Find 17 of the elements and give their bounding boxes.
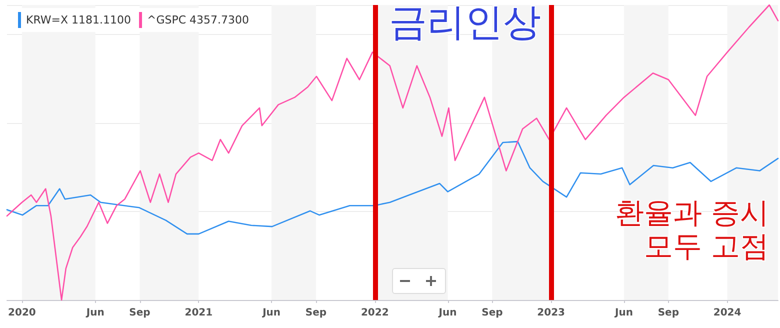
x-tick-label: 2024 [713,308,742,318]
x-tick-label: 2023 [537,308,566,318]
x-tick-label: Jun [614,308,633,318]
x-tick-label: Sep [129,308,150,318]
x-tick-label: 2020 [8,308,36,318]
x-tick-label: Sep [482,308,503,318]
x-tick-label: Jun [262,308,281,318]
x-tick-label: 2022 [360,308,389,318]
x-tick-label: Sep [658,308,679,318]
x-tick-label: Jun [85,308,104,318]
annotation: 금리인상 [389,0,541,44]
legend-label: KRW=X 1181.1100 [26,14,132,26]
legend-label: ^GSPC 4357.7300 [147,14,250,26]
x-tick-label: Sep [305,308,327,318]
annotation: 환율과 증시 모두 고점 [614,196,769,264]
x-tick-label: Jun [438,308,457,318]
x-tick-label: 2021 [184,308,213,318]
